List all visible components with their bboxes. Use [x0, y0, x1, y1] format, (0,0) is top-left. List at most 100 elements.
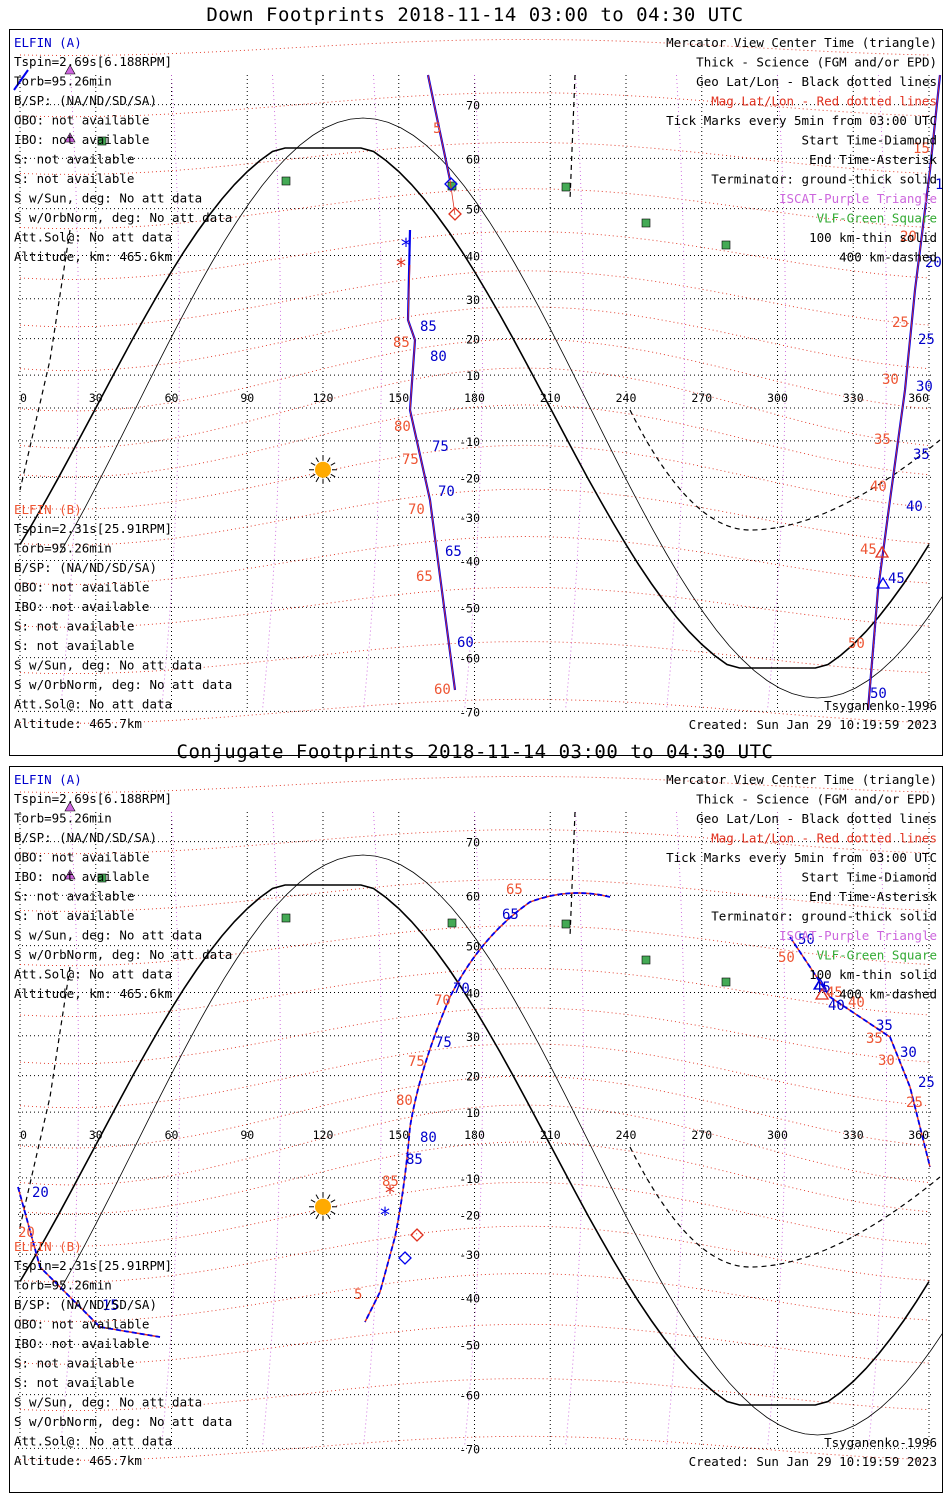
elfin-b-info-line: S: not available — [14, 619, 134, 634]
purple-triangle-icon — [64, 132, 76, 143]
legend-line: Start Time-Diamond — [802, 870, 937, 885]
lat-tick-label: -50 — [459, 1338, 480, 1352]
lat-tick-label: -30 — [459, 511, 480, 525]
elfin-b-info-line: Tspin=2.31s[25.91RPM] — [14, 521, 172, 536]
green-square-icon — [721, 240, 731, 250]
diamond-icon — [444, 177, 458, 191]
track-tick-label: 85 — [382, 1174, 399, 1190]
lon-tick-label: 120 — [313, 1128, 334, 1142]
track-tick-label: 5 — [433, 121, 441, 137]
track-tick-label: 65 — [502, 907, 519, 923]
lat-tick-label: -50 — [459, 601, 480, 615]
mag-lon-line — [262, 74, 281, 711]
legend-line: Terminator: ground-thick solid — [711, 909, 937, 924]
legend: Mercator View Center Time (triangle) Thic… — [666, 35, 937, 265]
elfin-a-info-line: Tspin=2.69s[6.188RPM] — [14, 791, 172, 806]
legend-line: End Time-Asterisk — [809, 152, 937, 167]
terminator-100km-line — [59, 854, 942, 1436]
track-tick-label: 60 — [434, 682, 451, 698]
legend-line: 400 km-dashed — [839, 987, 937, 1002]
triangle-icon — [874, 545, 890, 558]
track-tick-label: 25 — [918, 332, 935, 348]
legend-line: Thick - Science (FGM and/or EPD) — [696, 55, 937, 70]
track-tick-label: 75 — [402, 452, 419, 468]
track-tick-label: 15 — [102, 1298, 119, 1314]
lat-tick-label: 60 — [466, 152, 480, 166]
lat-tick-label: 50 — [466, 203, 480, 217]
lon-tick-label: 180 — [464, 391, 485, 405]
lon-tick-label: 330 — [843, 1128, 864, 1142]
lat-tick-label: 50 — [466, 940, 480, 954]
track-tick-label: 25 — [918, 1075, 935, 1091]
legend-line: End Time-Asterisk — [809, 889, 937, 904]
elfin-a-mag-track — [407, 74, 456, 691]
elfin-b-info-line: S: not available — [14, 1356, 134, 1371]
legend-line: Geo Lat/Lon - Black dotted lines — [696, 74, 937, 89]
elfin-a-info-line: Att.Sol@: No att data — [14, 967, 172, 982]
track-tick-label: 50 — [870, 686, 887, 702]
mag-lon-line — [262, 811, 281, 1448]
elfin-a-info-line: OBO: not available — [14, 850, 149, 865]
track-tick-label: 65 — [445, 544, 462, 560]
green-square-icon — [641, 955, 651, 965]
lon-tick-label: 150 — [388, 1128, 409, 1142]
lon-tick-label: 30 — [89, 1128, 103, 1142]
legend-line: Tick Marks every 5min from 03:00 UTC — [666, 113, 937, 128]
lon-tick-label: 210 — [540, 391, 561, 405]
lon-tick-label: 60 — [165, 391, 179, 405]
asterisk-icon: * — [384, 1181, 396, 1205]
lon-tick-label: 0 — [20, 391, 27, 405]
legend-line: Terminator: ground-thick solid — [711, 172, 937, 187]
legend-line: 100 km-thin solid — [809, 967, 937, 982]
axis-labels: 0 30 60 90 120 150 180 210 240 270 300 330 360 70 60 50… — [20, 99, 929, 720]
lon-tick-label: 180 — [464, 1128, 485, 1142]
lat-tick-label: 30 — [466, 1030, 480, 1044]
legend-line: 400 km-dashed — [839, 250, 937, 265]
track-tick-label: 15 — [913, 141, 930, 157]
elfin-a-info-line: S w/Sun, deg: No att data — [14, 191, 202, 206]
elfin-b-info-line: Torb=95.26min — [14, 1278, 112, 1293]
lon-tick-label: 90 — [240, 1128, 254, 1142]
track-labels: 5858580807575707065656060151520202525303… — [393, 121, 942, 702]
track-tick-label: 20 — [925, 255, 942, 271]
lat-tick-label: 20 — [466, 333, 480, 347]
lon-tick-label: 60 — [165, 1128, 179, 1142]
track-tick-label: 85 — [393, 335, 410, 351]
lon-tick-label: 90 — [240, 391, 254, 405]
elfin-a-track — [406, 74, 457, 691]
mag-lat-line — [19, 925, 930, 967]
legend-line: Start Time-Diamond — [802, 133, 937, 148]
legend-line: Mag Lat/Lon - Red dotted lines — [711, 831, 937, 846]
track-tick-label: 45 — [814, 980, 831, 996]
mag-grid — [19, 39, 930, 724]
elfin-b-info: ELFIN (B) Tspin=2.31s[25.91RPM] Torb=95.26… — [14, 502, 232, 731]
mag-lat-line — [19, 1007, 930, 1065]
purple-triangle-icon — [64, 869, 76, 880]
panel-down: **58585808075757070656560601515202025253… — [9, 29, 943, 756]
sun-icon — [309, 455, 337, 484]
lat-tick-label: 60 — [466, 889, 480, 903]
track-tick-label: 75 — [432, 439, 449, 455]
asterisk-icon: * — [400, 234, 412, 258]
legend-line: 100 km-thin solid — [809, 230, 937, 245]
elfin-a-info-line: Altitude, km: 465.6km — [14, 249, 172, 264]
legend-line: Geo Lat/Lon - Black dotted lines — [696, 811, 937, 826]
purple-triangle-icon — [64, 801, 76, 812]
lon-tick-label: 330 — [843, 391, 864, 405]
elfin-a-info-line: IBO: not available — [14, 132, 149, 147]
elfin-b-info-line: OBO: not available — [14, 1317, 149, 1332]
elfin-b-info: ELFIN (B) Tspin=2.31s[25.91RPM] Torb=95.26… — [14, 1239, 232, 1468]
elfin-a-info-line: S: not available — [14, 171, 134, 186]
lon-tick-label: 240 — [616, 391, 637, 405]
track-tick-label: 20 — [900, 229, 917, 245]
elfin-b-info-line: B/SP: (NA/ND/SD/SA) — [14, 560, 157, 575]
track-tick-label: 50 — [798, 932, 815, 948]
panel-conjugate: * * 65 65 70 70 75 75 80 80 85 85 5 20 20 15 50 50 45 45 40 4… — [9, 766, 943, 1493]
track-tick-label: 80 — [396, 1093, 413, 1109]
axis-labels: 0 30 60 90 120 150 180 210 240 270 300 330 360 70 60 50… — [20, 836, 929, 1457]
legend-line: Mag Lat/Lon - Red dotted lines — [711, 94, 937, 109]
elfin-a-info-line: Torb=95.26min — [14, 811, 112, 826]
elfin-b-info-line: S w/Sun, deg: No att data — [14, 1395, 202, 1410]
elfin-a-info-line: B/SP: (NA/ND/SD/SA) — [14, 830, 157, 845]
elfin-a-name: ELFIN (A) — [14, 772, 82, 787]
